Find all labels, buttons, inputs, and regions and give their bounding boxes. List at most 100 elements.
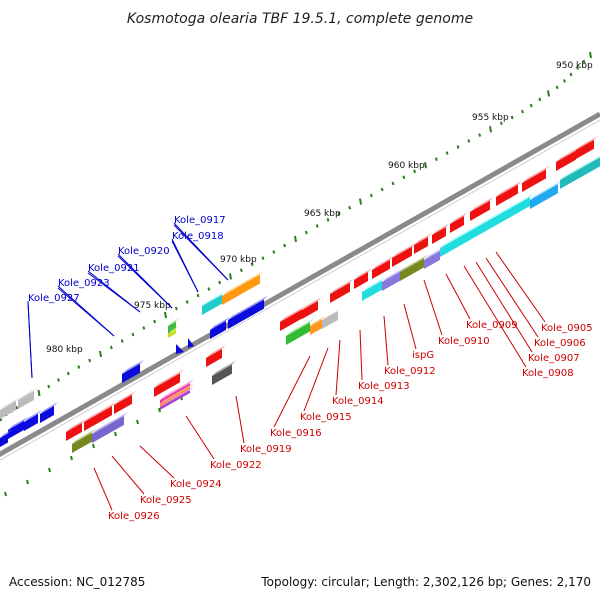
scale-tick <box>207 287 211 291</box>
gene-block[interactable] <box>212 360 236 385</box>
gene-block[interactable] <box>286 318 314 345</box>
backbone-shadow <box>0 119 600 461</box>
svg-text:Kole_0913: Kole_0913 <box>358 381 410 392</box>
gene-block[interactable] <box>24 410 42 431</box>
scale-tick <box>326 217 330 222</box>
scale-tick <box>48 467 51 473</box>
gene-label[interactable]: Kole_0924 <box>139 445 222 490</box>
topology-summary: Topology: circular; Length: 2,302,126 bp… <box>260 575 591 589</box>
gene-block[interactable] <box>400 254 428 281</box>
gene-block[interactable] <box>72 428 96 453</box>
gene-label[interactable]: Kole_0925 <box>111 455 192 506</box>
gene-block[interactable] <box>576 135 598 159</box>
gene-block[interactable] <box>84 402 116 431</box>
gene-block[interactable] <box>362 276 386 301</box>
gene-block[interactable] <box>382 266 406 291</box>
gene-block[interactable] <box>330 278 354 303</box>
scale-tick <box>142 326 146 330</box>
svg-text:Kole_0920: Kole_0920 <box>118 246 170 257</box>
gene-block[interactable] <box>168 317 180 334</box>
gene-label[interactable]: Kole_0927 <box>27 293 80 379</box>
gene-block[interactable] <box>0 429 12 447</box>
gene-block[interactable] <box>206 344 226 367</box>
gene-label[interactable]: Kole_0912 <box>383 315 436 377</box>
gene-block[interactable] <box>210 316 230 339</box>
gene-block[interactable] <box>440 192 534 257</box>
kbp-tick-label: 965 kbp <box>304 209 341 219</box>
svg-text:Kole_0905: Kole_0905 <box>541 323 593 334</box>
genome-backbone <box>0 111 600 461</box>
gene-label[interactable]: Kole_0906 <box>485 257 586 349</box>
gene-label[interactable]: Kole_0910 <box>423 279 490 347</box>
gene-label[interactable]: Kole_0905 <box>495 251 593 334</box>
gene-label[interactable]: Kole_0909 <box>445 273 518 331</box>
gene-block[interactable] <box>160 385 194 410</box>
scale-tick <box>348 205 352 210</box>
scale-tick <box>272 250 276 254</box>
gene-block[interactable] <box>560 153 600 189</box>
gene-label[interactable]: Kole_0922 <box>185 415 262 471</box>
scale-tick <box>196 293 200 298</box>
scale-tick <box>413 169 417 174</box>
gene-label[interactable]: Kole_0907 <box>475 261 580 364</box>
gene-block[interactable] <box>372 255 394 279</box>
gene-label[interactable]: Kole_0913 <box>358 329 410 392</box>
map-title: Kosmotoga olearia TBF 19.5.1, complete g… <box>127 11 473 27</box>
leader-line <box>27 302 33 379</box>
gene-block[interactable] <box>424 246 444 269</box>
gene-block[interactable] <box>392 242 416 267</box>
svg-text:Kole_0916: Kole_0916 <box>270 428 322 439</box>
gene-label[interactable]: Kole_0916 <box>270 355 322 439</box>
gene-block[interactable] <box>228 295 268 329</box>
gene-arrow[interactable] <box>188 338 194 348</box>
gene-label[interactable]: Kole_0917 <box>173 215 229 281</box>
gene-block[interactable] <box>432 223 450 244</box>
scale-tick <box>304 230 308 235</box>
svg-text:Kole_0915: Kole_0915 <box>300 412 352 423</box>
gene-block[interactable] <box>530 180 562 209</box>
gene-block[interactable] <box>154 369 184 397</box>
gene-block[interactable] <box>302 296 322 319</box>
gene-block[interactable] <box>168 325 180 338</box>
gene-block[interactable] <box>222 270 264 305</box>
gene-block[interactable] <box>354 268 372 289</box>
gene-label[interactable]: Kole_0926 <box>93 467 160 522</box>
gene-label[interactable]: Kole_0923 <box>57 278 115 337</box>
gene-label[interactable]: Kole_0919 <box>235 395 292 455</box>
svg-text:Kole_0908: Kole_0908 <box>522 368 574 379</box>
gene-block[interactable] <box>66 418 86 441</box>
gene-arrow[interactable] <box>176 344 184 354</box>
gene-block[interactable] <box>8 416 28 439</box>
gene-block[interactable] <box>414 233 432 254</box>
gene-block[interactable] <box>470 196 494 221</box>
gene-block[interactable] <box>280 305 306 331</box>
gene-label[interactable]: Kole_0918 <box>171 231 224 293</box>
scale-tick <box>478 133 482 137</box>
gene-block[interactable] <box>18 386 38 409</box>
gene-label[interactable]: Kole_0914 <box>332 339 384 407</box>
gene-block[interactable] <box>0 396 20 419</box>
scale-tick <box>445 151 449 155</box>
gene-block[interactable] <box>202 290 226 315</box>
gene-block[interactable] <box>556 146 580 171</box>
gene-block[interactable] <box>114 390 136 414</box>
gene-block[interactable] <box>310 315 326 335</box>
gene-block[interactable] <box>122 359 144 383</box>
scale-tick <box>563 79 566 83</box>
gene-block[interactable] <box>92 411 128 443</box>
scale-tick <box>380 187 384 192</box>
scale-tick <box>521 109 524 114</box>
gene-label[interactable]: ispG <box>403 303 434 361</box>
gene-block[interactable] <box>322 306 342 329</box>
gene-label[interactable]: Kole_0915 <box>300 347 352 423</box>
gene-label[interactable]: Kole_0908 <box>463 265 574 379</box>
scale-tick <box>120 339 124 343</box>
gene-block[interactable] <box>40 402 58 423</box>
gene-block[interactable] <box>496 180 522 206</box>
gene-block[interactable] <box>522 165 550 192</box>
gene-label[interactable]: Kole_0920 <box>117 246 173 309</box>
scale-tick <box>88 358 92 363</box>
gene-block[interactable] <box>450 212 468 233</box>
backbone-line <box>0 111 600 458</box>
